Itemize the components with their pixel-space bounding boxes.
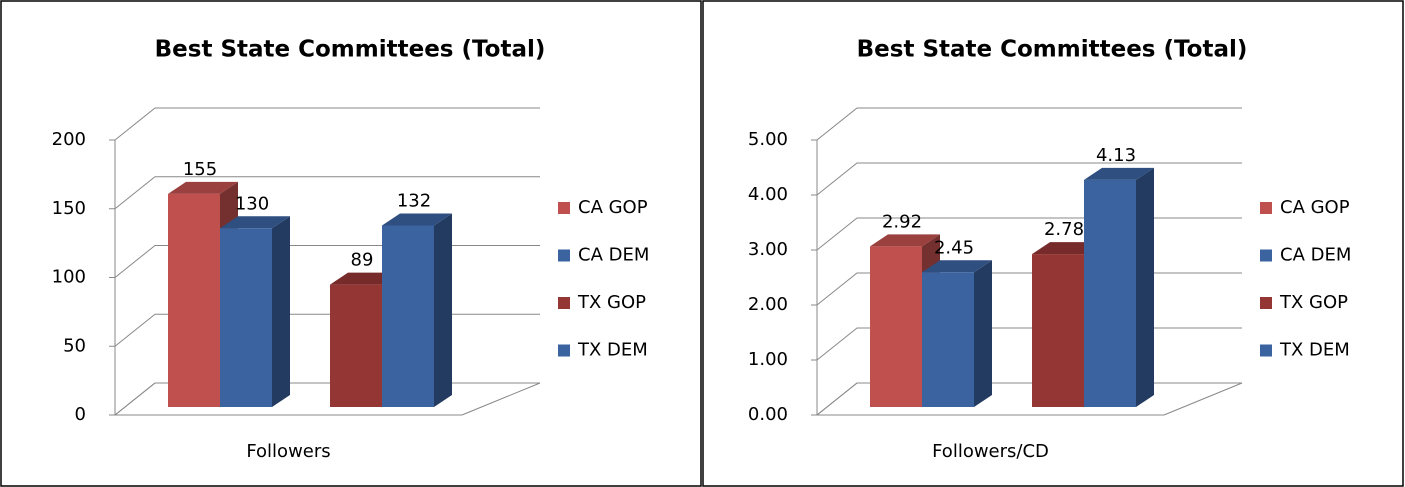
- bar: [870, 246, 922, 407]
- legend-swatch: [558, 202, 570, 214]
- grid-line: [114, 107, 540, 141]
- legend-label: TX GOP: [577, 292, 646, 313]
- legend-swatch: [558, 249, 570, 262]
- chart-title: Best State Committees (Total): [155, 37, 546, 63]
- bar-side: [272, 216, 290, 407]
- y-tick-label: 3.00: [748, 239, 788, 260]
- chart-title: Best State Committees (Total): [857, 37, 1248, 63]
- legend-label: TX DEM: [577, 340, 648, 361]
- panel-border: [0, 0, 702, 487]
- data-label: 4.13: [1096, 145, 1136, 166]
- legend-label: CA DEM: [1280, 245, 1351, 266]
- bar: [1032, 254, 1084, 407]
- bar: [168, 193, 220, 407]
- legend-label: CA DEM: [578, 245, 649, 266]
- panel-border: [702, 0, 1404, 487]
- legend-label: TX GOP: [1279, 292, 1348, 313]
- legend-swatch: [1260, 249, 1272, 262]
- legend-swatch: [558, 297, 570, 309]
- x-axis-label: Followers: [246, 441, 330, 462]
- y-tick-label: 100: [52, 267, 86, 288]
- y-tick-label: 5.00: [748, 129, 788, 150]
- bar: [330, 284, 382, 407]
- bar-side: [434, 213, 452, 407]
- data-label: 2.92: [882, 211, 922, 232]
- grid-line: [816, 107, 1242, 141]
- y-tick-label: 4.00: [748, 184, 788, 205]
- bar-top: [922, 260, 992, 273]
- legend-label: CA GOP: [1280, 197, 1350, 218]
- bar: [1084, 179, 1136, 407]
- bar-side: [974, 260, 992, 407]
- data-label: 2.78: [1044, 219, 1084, 240]
- bar-top: [382, 213, 452, 226]
- grid-line: [816, 162, 1242, 196]
- bar-top: [870, 234, 940, 247]
- bar: [922, 272, 974, 407]
- legend-swatch: [1260, 297, 1272, 309]
- legend-label: CA GOP: [578, 197, 648, 218]
- bar-top: [1084, 167, 1154, 180]
- legend-label: TX DEM: [1279, 340, 1350, 361]
- legend-swatch: [558, 344, 570, 357]
- data-label: 89: [351, 250, 374, 271]
- data-label: 2.45: [934, 237, 974, 258]
- legend-swatch: [1260, 202, 1272, 214]
- y-tick-label: 0: [75, 404, 86, 425]
- bar: [220, 228, 272, 407]
- y-tick-label: 150: [52, 198, 86, 219]
- data-label: 132: [397, 191, 431, 212]
- y-tick-label: 1.00: [748, 349, 788, 370]
- bar-top: [220, 216, 290, 229]
- bar: [382, 225, 434, 407]
- legend-swatch: [1260, 344, 1272, 357]
- y-tick-label: 50: [63, 335, 86, 356]
- y-tick-label: 200: [52, 129, 86, 150]
- data-label: 155: [183, 159, 217, 180]
- y-tick-label: 2.00: [748, 294, 788, 315]
- data-label: 130: [235, 193, 269, 214]
- bar-top: [168, 181, 238, 194]
- grid-line: [114, 176, 540, 210]
- bar-side: [1136, 167, 1154, 407]
- x-axis-label: Followers/CD: [932, 441, 1049, 462]
- y-tick-label: 0.00: [748, 404, 788, 425]
